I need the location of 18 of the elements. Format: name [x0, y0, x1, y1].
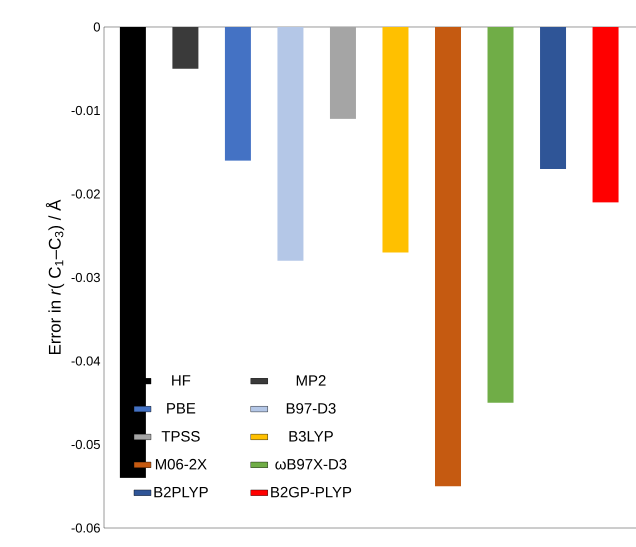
y-tick-label: -0.02 — [72, 189, 100, 199]
y-tick-label: -0.03 — [72, 272, 100, 282]
legend-label: ωB97X-D3 — [275, 458, 346, 470]
legend-label: B2PLYP — [154, 486, 208, 498]
y-tick-label: -0.05 — [72, 440, 100, 450]
legend-label: B97-D3 — [286, 403, 336, 414]
y-tick-label: -0.06 — [72, 523, 100, 533]
legend-label: M06-2X — [156, 458, 207, 470]
legend-label: MP2 — [296, 375, 326, 386]
legend-label: B2GP-PLYP — [271, 486, 352, 498]
y-tick-label: -0.01 — [72, 106, 100, 116]
legend-label: PBE — [167, 403, 196, 414]
legend-label: TPSS — [162, 431, 200, 442]
y-axis-title: Error in r( C$_{1}$–C$_{3}$) / Å — [46, 200, 64, 354]
legend-label: B3LYP — [289, 431, 333, 442]
y-tick-label: -0.04 — [72, 356, 100, 366]
y-tick-label: 0 — [94, 22, 100, 32]
legend-label: HF — [172, 375, 190, 386]
